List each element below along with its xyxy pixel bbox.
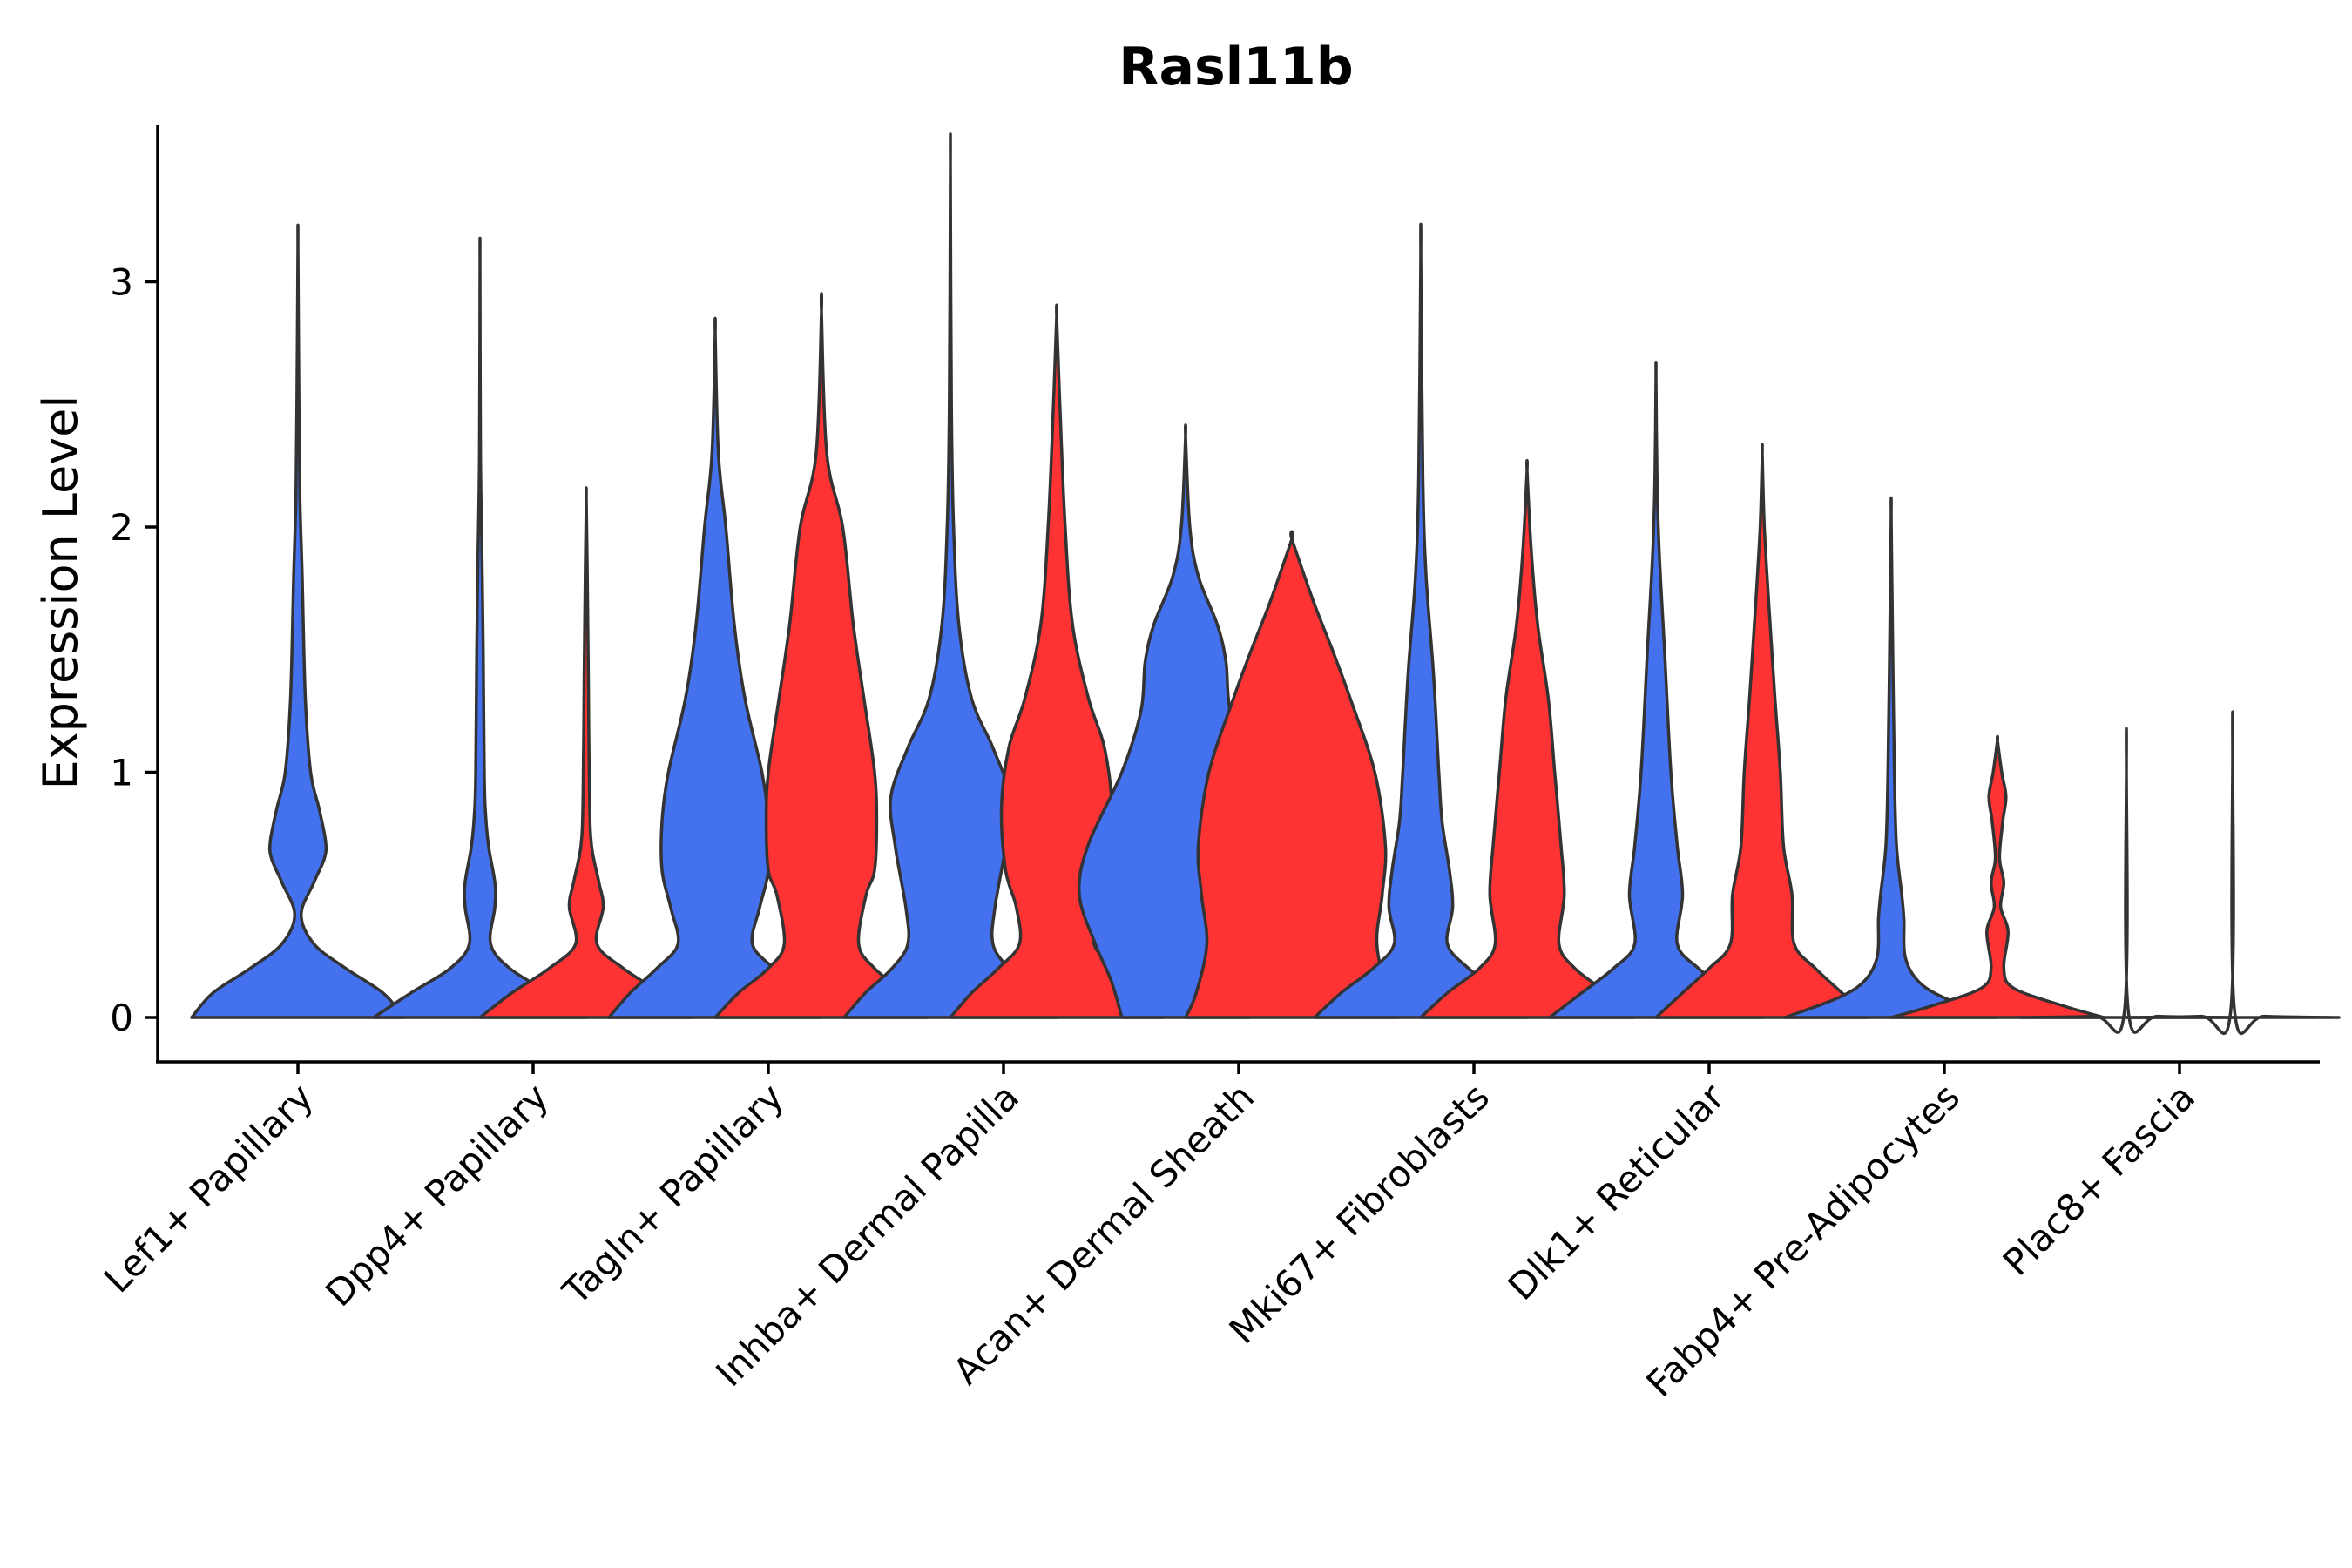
violin-red-1 — [478, 486, 694, 1019]
violin-red-2 — [713, 292, 929, 1019]
violin-blue-8 — [2018, 727, 2234, 1034]
x-tick-label: Lef1+ Papillary — [96, 1075, 321, 1301]
x-tick-label: Tagln+ Papillary — [554, 1075, 792, 1313]
violin-red-7 — [1889, 734, 2105, 1019]
x-tick-label: Plac8+ Fascia — [1995, 1075, 2203, 1283]
violin-group — [190, 132, 2341, 1036]
violin-blue-7 — [1783, 496, 1999, 1019]
x-tick-label: Mki67+ Fibroblasts — [1221, 1075, 1497, 1351]
y-tick-label: 2 — [110, 506, 133, 549]
y-tick-label: 3 — [110, 261, 133, 304]
y-tick-group: 0 1 2 3 — [110, 261, 158, 1039]
x-tick-label: Dpp4+ Papillary — [317, 1075, 557, 1315]
violin-blue-6 — [1548, 360, 1764, 1019]
violin-red-4 — [1184, 530, 1400, 1019]
violin-blue-5 — [1313, 222, 1529, 1019]
x-tick-label: Dlk1+ Reticular — [1500, 1075, 1734, 1308]
violin-red-5 — [1419, 458, 1635, 1019]
chart-title: Rasl11b — [1119, 37, 1353, 98]
violin-red-8 — [2125, 710, 2341, 1036]
violin-blue-0 — [190, 223, 406, 1019]
violin-red-6 — [1654, 443, 1870, 1019]
y-tick-label: 1 — [110, 752, 133, 794]
y-axis-label: Expression Level — [33, 395, 88, 790]
violin-blue-1 — [372, 237, 588, 1019]
y-tick-label: 0 — [110, 997, 133, 1039]
